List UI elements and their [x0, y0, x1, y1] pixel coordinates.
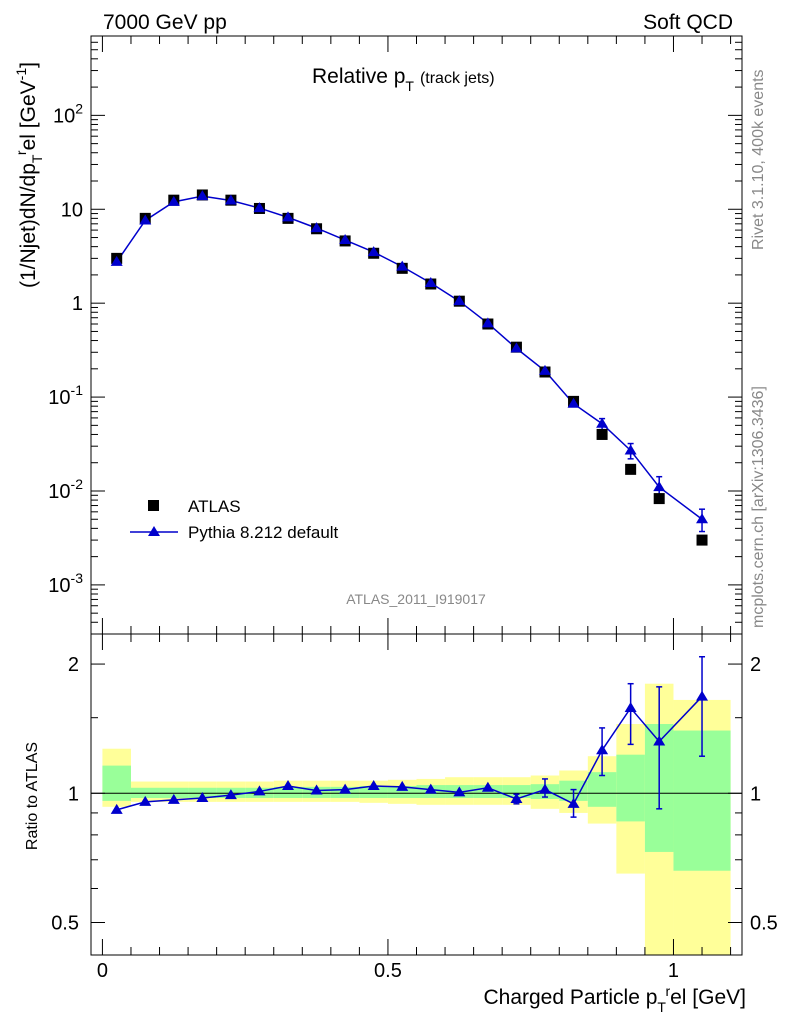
ratio-y-axis-label: Ratio to ATLAS — [24, 742, 41, 850]
pythia-point — [167, 195, 180, 206]
main-y-tick-label: 10-3 — [48, 570, 83, 597]
pythia-point — [110, 255, 123, 266]
ratio-pythia-point — [424, 783, 437, 794]
main-y-tick-label: 10-1 — [48, 382, 83, 409]
ratio-pythia-point — [367, 779, 380, 790]
ratio-pythia-point — [167, 793, 180, 804]
ratio-pythia-point — [139, 795, 152, 806]
ratio-inner-band-bin — [587, 772, 617, 807]
main-y-tick-label: 1 — [72, 293, 83, 315]
chart-title-note: (track jets) — [420, 70, 495, 87]
pythia-point — [253, 202, 266, 213]
main-y-axis-label: (1/Njet)dN/dpTrel [GeV-1] — [13, 62, 45, 288]
pythia-point — [538, 364, 551, 375]
pythia-point — [196, 190, 209, 201]
pythia-point — [339, 234, 352, 245]
ratio-y-tick-label: 2 — [68, 654, 79, 676]
rivet-version-label: Rivet 3.1.10, 400k events — [750, 69, 767, 250]
pythia-point — [367, 246, 380, 257]
ratio-pythia-point — [110, 803, 123, 814]
x-tick-label: 1 — [668, 960, 679, 982]
x-tick-label: 0 — [97, 960, 108, 982]
ratio-pythia-point — [282, 779, 295, 790]
main-series-layer — [110, 189, 709, 546]
ratio-pythia-point — [481, 781, 494, 792]
main-y-tick-label: 102 — [53, 100, 83, 127]
ratio-pythia-point — [696, 690, 709, 701]
ratio-pythia-point — [310, 784, 323, 795]
ratio-pythia-point — [624, 702, 637, 713]
chart-title-subscript: T — [405, 78, 414, 94]
main-y-tick-label: 10 — [61, 199, 83, 221]
ratio-inner-band-bin — [502, 785, 531, 799]
ratio-pythia-point — [596, 744, 609, 755]
ratio-inner-band-bin — [273, 786, 303, 799]
main-plot-frame — [90, 35, 743, 635]
pythia-point — [424, 277, 437, 288]
atlas-point — [696, 534, 708, 546]
header-energy-label: 7000 GeV pp — [103, 11, 227, 34]
legend-pythia-marker — [148, 526, 160, 536]
analysis-watermark: ATLAS_2011_I919017 — [346, 591, 486, 607]
pythia-point — [624, 444, 637, 455]
legend: ATLAS Pythia 8.212 default — [130, 497, 339, 542]
ratio-y-tick-label: 0.5 — [51, 912, 79, 934]
legend-atlas-label: ATLAS — [188, 497, 241, 516]
pythia-point — [596, 417, 609, 428]
ratio-inner-band-bin — [387, 785, 417, 799]
ratio-pythia-point — [567, 797, 580, 808]
ratio-pythia-point — [453, 786, 466, 797]
pythia-line — [116, 195, 703, 520]
pythia-point — [696, 513, 709, 524]
pythia-point — [653, 481, 666, 492]
ratio-inner-band-bin — [102, 765, 131, 801]
pythia-point — [310, 222, 323, 233]
ratio-y-tick-label-right: 2 — [750, 654, 761, 676]
pythia-point — [282, 211, 295, 222]
ratio-pythia-point — [510, 792, 523, 803]
header-category-label: Soft QCD — [643, 11, 733, 34]
ratio-panel: 0 0.5 1 0.5 0.5 1 1 2 2 — [51, 633, 778, 982]
chart-title: Relative pT (track jets) — [312, 65, 495, 94]
ratio-pythia-point — [653, 735, 666, 746]
main-y-tick-label: 10-2 — [48, 476, 83, 503]
ratio-inner-band-bin — [359, 785, 388, 799]
atlas-point — [596, 428, 608, 440]
x-axis-label: Charged Particle pTrel [GeV] — [483, 983, 746, 1015]
legend-pythia-label: Pythia 8.212 default — [188, 523, 339, 542]
pythia-point — [224, 194, 237, 205]
ratio-pythia-point — [396, 780, 409, 791]
chart-title-main: Relative p — [312, 65, 405, 88]
ratio-series-layer — [110, 656, 709, 818]
ratio-inner-band-bin — [616, 754, 645, 822]
ratio-pythia-point — [224, 789, 237, 800]
main-panel: 10-3 10-2 10-1 1 10 102 — [48, 35, 743, 635]
atlas-point — [625, 463, 637, 475]
pythia-point — [481, 317, 494, 328]
pythia-point — [567, 397, 580, 408]
legend-atlas-marker — [148, 500, 159, 511]
pythia-point — [396, 260, 409, 271]
ratio-pythia-point — [538, 783, 551, 794]
atlas-point — [653, 493, 665, 505]
ratio-pythia-point — [196, 792, 209, 803]
pythia-point — [453, 295, 466, 306]
ratio-y-tick-label: 1 — [68, 783, 79, 805]
ratio-bands-layer — [102, 683, 731, 955]
ratio-y-tick-label-right: 1 — [750, 783, 761, 805]
x-tick-label: 0.5 — [374, 960, 402, 982]
pythia-point — [139, 214, 152, 225]
pythia-point — [510, 342, 523, 353]
ratio-pythia-point — [253, 785, 266, 796]
source-label: mcplots.cern.ch [arXiv:1306.3436] — [750, 386, 767, 628]
ratio-y-tick-label-right: 0.5 — [750, 912, 778, 934]
ratio-pythia-point — [339, 783, 352, 794]
